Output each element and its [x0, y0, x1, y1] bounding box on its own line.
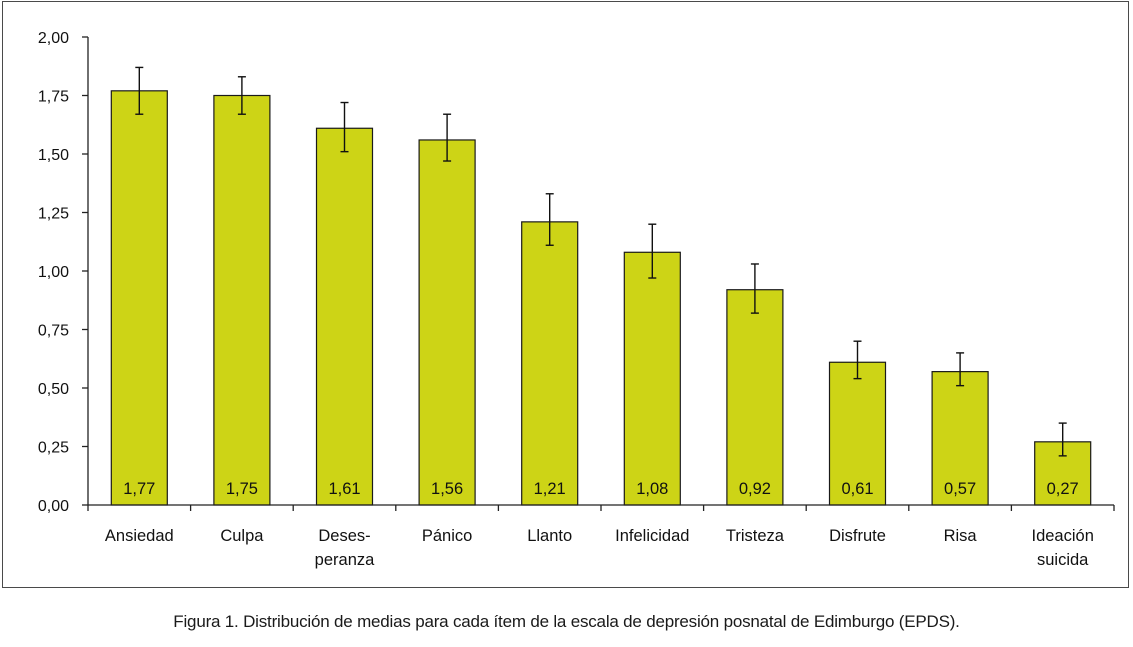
bar-value-label: 1,75 — [226, 480, 258, 498]
chart-frame: 0,00 0,25 0,50 0,75 1,00 1,25 1,50 1,75 2,00 1,7… — [2, 1, 1129, 588]
x-category-label: Culpa — [220, 527, 264, 545]
y-tick-label: 1,75 — [38, 89, 69, 106]
bar-value-label: 0,92 — [739, 480, 771, 498]
y-tick-label: 0,50 — [38, 381, 69, 398]
y-tick-label: 0,00 — [38, 498, 69, 515]
bar — [931, 371, 989, 506]
bar — [315, 127, 374, 506]
error-bar — [956, 352, 965, 387]
bar — [213, 94, 271, 506]
x-category-label: Tristeza — [726, 527, 785, 545]
x-category-label: peranza — [315, 551, 375, 569]
bar — [418, 139, 476, 506]
error-bar — [1058, 422, 1067, 457]
bar-value-label: 0,57 — [944, 480, 976, 498]
bar-value-label: 1,61 — [328, 480, 360, 498]
x-axis: Ansiedad Culpa Deses-peranza Pánico Llanto In… — [87, 504, 1115, 569]
figure-caption: Figura 1. Distribución de medias para ca… — [173, 612, 960, 631]
x-category-label: Llanto — [527, 527, 572, 545]
x-category-label: Ansiedad — [105, 527, 174, 545]
y-tick-label: 1,00 — [38, 264, 69, 281]
y-tick-label: 0,75 — [38, 323, 69, 340]
bar-chart: 0,00 0,25 0,50 0,75 1,00 1,25 1,50 1,75 2,00 1,7… — [38, 30, 1115, 569]
error-bar — [135, 66, 144, 115]
bar-value-label: 1,56 — [431, 480, 463, 498]
error-bar — [750, 263, 759, 314]
error-bar — [340, 101, 349, 153]
error-bar — [443, 113, 452, 162]
x-category-label: Pánico — [422, 527, 472, 545]
x-category-label: Risa — [944, 527, 978, 545]
y-tick-label: 0,25 — [38, 440, 69, 457]
bar — [110, 90, 168, 506]
bars: 1,77 1,75 1,61 1,56 1,21 1,08 0,92 0,61 0,57 0,27 — [110, 66, 1092, 506]
x-category-label: Infelicidad — [615, 527, 689, 545]
error-bar — [237, 76, 246, 115]
x-category-label: Deses- — [318, 527, 370, 545]
x-category-label: Disfrute — [829, 527, 886, 545]
bar-value-label: 0,27 — [1047, 480, 1079, 498]
bar-value-label: 0,61 — [841, 480, 873, 498]
bar — [623, 251, 681, 506]
bar-value-label: 1,21 — [534, 480, 566, 498]
bar — [726, 289, 784, 506]
bar-value-label: 1,77 — [123, 480, 155, 498]
y-tick-label: 2,00 — [38, 30, 69, 47]
y-axis: 0,00 0,25 0,50 0,75 1,00 1,25 1,50 1,75 2,00 — [38, 30, 89, 515]
bar — [521, 221, 579, 506]
error-bar — [648, 223, 657, 279]
x-category-label: Ideación — [1032, 527, 1094, 545]
bar-value-label: 1,08 — [636, 480, 668, 498]
y-tick-label: 1,25 — [38, 206, 69, 223]
error-bar — [853, 340, 862, 380]
y-tick-label: 1,50 — [38, 147, 69, 164]
error-bar — [545, 193, 554, 246]
bar — [828, 361, 887, 506]
x-category-label: suicida — [1037, 551, 1089, 569]
